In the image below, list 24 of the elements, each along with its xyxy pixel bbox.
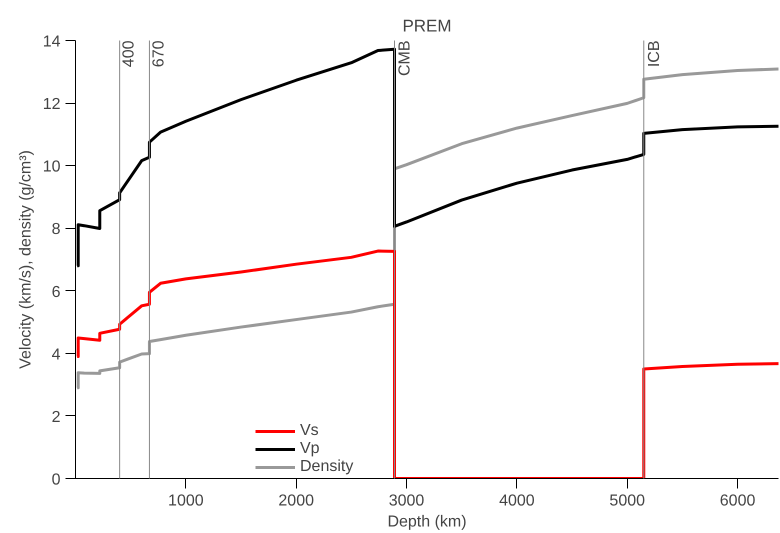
y-tick-label: 14 xyxy=(42,34,61,50)
y-tick-label: 12 xyxy=(42,96,61,114)
y-tick-label: 10 xyxy=(42,158,61,176)
legend-label: Vp xyxy=(300,440,320,458)
y-axis-title: Velocity (km/s), density (g/cm³) xyxy=(18,150,35,369)
y-tick-label: 0 xyxy=(52,472,61,488)
y-tick-label: 2 xyxy=(52,408,61,426)
ref-line-label: CMB xyxy=(396,40,414,76)
y-tick-label: 8 xyxy=(52,221,61,238)
ref-line-label: 670 xyxy=(150,40,168,68)
x-tick-label: 2000 xyxy=(278,492,314,510)
ref-line-label: ICB xyxy=(646,40,663,68)
chart-title: PREM xyxy=(402,16,452,36)
legend-label: Density xyxy=(300,458,354,476)
x-tick-label: 5000 xyxy=(609,492,646,510)
ref-line-label: 400 xyxy=(120,40,138,68)
x-tick-label: 1000 xyxy=(168,492,204,510)
y-tick-label: 4 xyxy=(52,346,61,364)
x-axis-title: Depth (km) xyxy=(387,514,467,530)
x-tick-label: 3000 xyxy=(388,492,424,510)
x-tick-label: 4000 xyxy=(499,492,535,510)
y-tick-label: 6 xyxy=(52,284,61,301)
x-tick-label: 6000 xyxy=(720,492,756,510)
legend-label: Vs xyxy=(300,422,320,440)
